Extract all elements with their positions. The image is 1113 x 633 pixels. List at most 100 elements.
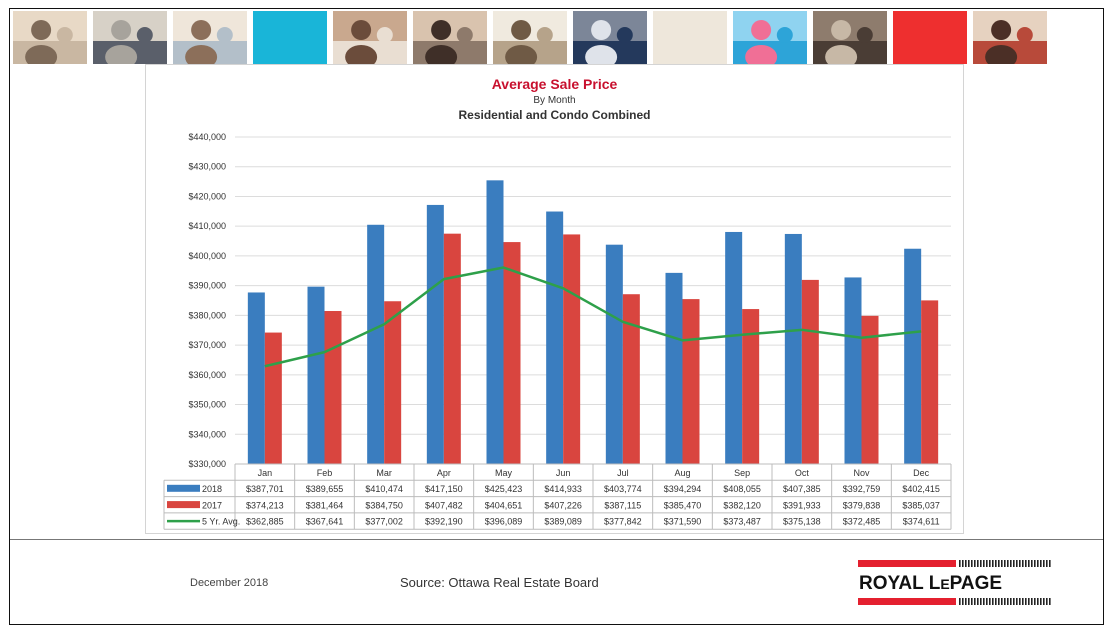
bar-2017-sep <box>742 309 760 464</box>
data-label: $379,838 <box>843 500 881 510</box>
bar-2017-oct <box>801 279 819 464</box>
royal-lepage-logo: ROYAL LEPAGE <box>858 560 1051 605</box>
data-label: $381,464 <box>306 500 344 510</box>
color-tile <box>653 11 727 64</box>
data-label: $391,933 <box>783 500 821 510</box>
y-tick-label: $400,000 <box>188 251 226 261</box>
data-label: $382,120 <box>723 500 761 510</box>
x-tick-label: Dec <box>913 468 930 478</box>
color-tile <box>253 11 327 64</box>
data-label: $392,190 <box>425 517 463 527</box>
legend-key-2017 <box>167 501 200 509</box>
hand-keyboard-photo-icon <box>573 11 647 64</box>
chart-subtitle: By Month <box>533 95 576 106</box>
legend-label: 2017 <box>202 500 222 510</box>
data-table: Jan Feb Mar Apr May Jun Jul Aug Sep Oct Nov Dec 2018… <box>163 463 952 530</box>
x-tick-label: Jun <box>556 468 571 478</box>
pool-photo-icon <box>733 11 807 64</box>
bar-2018-dec <box>904 248 922 464</box>
y-tick-label: $370,000 <box>188 340 226 350</box>
bar-2017-nov <box>861 315 879 464</box>
svg-text:ROYAL LEPAGE: ROYAL LEPAGE <box>859 573 1002 594</box>
bar-2017-dec <box>921 300 939 464</box>
x-tick-label: Mar <box>376 468 392 478</box>
bar-2017-jan <box>264 332 282 464</box>
data-label: $377,002 <box>365 517 403 527</box>
x-tick-label: Aug <box>674 468 690 478</box>
parent-child-photo-icon <box>973 11 1047 64</box>
y-tick-label: $390,000 <box>188 281 226 291</box>
data-label: $389,089 <box>544 517 582 527</box>
bar-2018-may <box>486 180 504 465</box>
x-tick-label: Nov <box>853 468 870 478</box>
data-label: $404,651 <box>485 500 523 510</box>
data-label: $387,701 <box>246 484 284 494</box>
color-tile <box>893 11 967 64</box>
y-tick-label: $410,000 <box>188 221 226 231</box>
footer-date: December 2018 <box>190 577 269 589</box>
y-tick-label: $340,000 <box>188 429 226 439</box>
header-photo-strip <box>13 11 1047 64</box>
data-label: $392,759 <box>843 484 881 494</box>
meeting-photo-icon <box>813 11 887 64</box>
data-label: $408,055 <box>723 484 761 494</box>
data-label: $384,750 <box>365 500 403 510</box>
data-label: $410,474 <box>365 484 403 494</box>
data-label: $372,485 <box>843 517 881 527</box>
y-tick-label: $430,000 <box>188 162 226 172</box>
bar-2017-feb <box>324 311 342 464</box>
data-label: $425,423 <box>485 484 523 494</box>
woman-phone-photo-icon <box>333 11 407 64</box>
house-photo-icon <box>493 11 567 64</box>
footer-divider <box>10 539 1103 540</box>
data-label: $373,487 <box>723 517 761 527</box>
footer-source: Source: Ottawa Real Estate Board <box>400 575 599 590</box>
x-tick-label: Feb <box>317 468 333 478</box>
chart-title: Average Sale Price <box>491 76 618 92</box>
bar-2017-may <box>503 242 521 464</box>
data-label: $371,590 <box>664 517 702 527</box>
x-tick-label: May <box>495 468 513 478</box>
x-tick-label: Sep <box>734 468 750 478</box>
data-label: $374,611 <box>903 517 940 527</box>
x-tick-label: Jan <box>258 468 273 478</box>
data-label: $403,774 <box>604 484 642 494</box>
data-label: $414,933 <box>544 484 582 494</box>
y-tick-label: $350,000 <box>188 400 226 410</box>
family-photo-icon <box>13 11 87 64</box>
y-tick-label: $360,000 <box>188 370 226 380</box>
y-tick-label: $440,000 <box>188 132 226 142</box>
bar-2018-feb <box>307 286 325 464</box>
bar-2018-jun <box>546 211 564 464</box>
data-label: $394,294 <box>664 484 702 494</box>
data-label: $407,226 <box>544 500 582 510</box>
x-tick-label: Oct <box>795 468 810 478</box>
legend-key-2018 <box>167 484 200 492</box>
legend-label: 5 Yr. Avg. <box>202 517 240 527</box>
bar-2018-oct <box>784 233 802 464</box>
bar-2017-apr <box>443 233 461 464</box>
bar-2018-jan <box>247 292 265 464</box>
y-tick-label: $330,000 <box>188 459 226 469</box>
data-label: $377,842 <box>604 517 642 527</box>
y-gridlines <box>235 136 951 465</box>
bar-2018-mar <box>367 224 385 464</box>
bar-2018-aug <box>665 272 683 464</box>
data-label: $387,115 <box>604 500 641 510</box>
phone-hands-photo-icon <box>93 11 167 64</box>
smiling-couple-photo-icon <box>413 11 487 64</box>
chart-subtitle-secondary: Residential and Condo Combined <box>458 108 651 122</box>
data-label: $362,885 <box>246 517 284 527</box>
couple-photo-icon <box>173 11 247 64</box>
legend-label: 2018 <box>202 484 222 494</box>
x-tick-label: Apr <box>437 468 451 478</box>
data-label: $396,089 <box>485 517 523 527</box>
y-axis: $330,000 $340,000 $350,000 $360,000 $370,000… <box>188 132 226 469</box>
data-label: $385,470 <box>664 500 702 510</box>
data-label: $389,655 <box>306 484 344 494</box>
data-label: $367,641 <box>306 517 344 527</box>
y-tick-label: $380,000 <box>188 310 226 320</box>
bar-2018-nov <box>844 277 862 464</box>
bar-2017-jul <box>622 294 640 464</box>
